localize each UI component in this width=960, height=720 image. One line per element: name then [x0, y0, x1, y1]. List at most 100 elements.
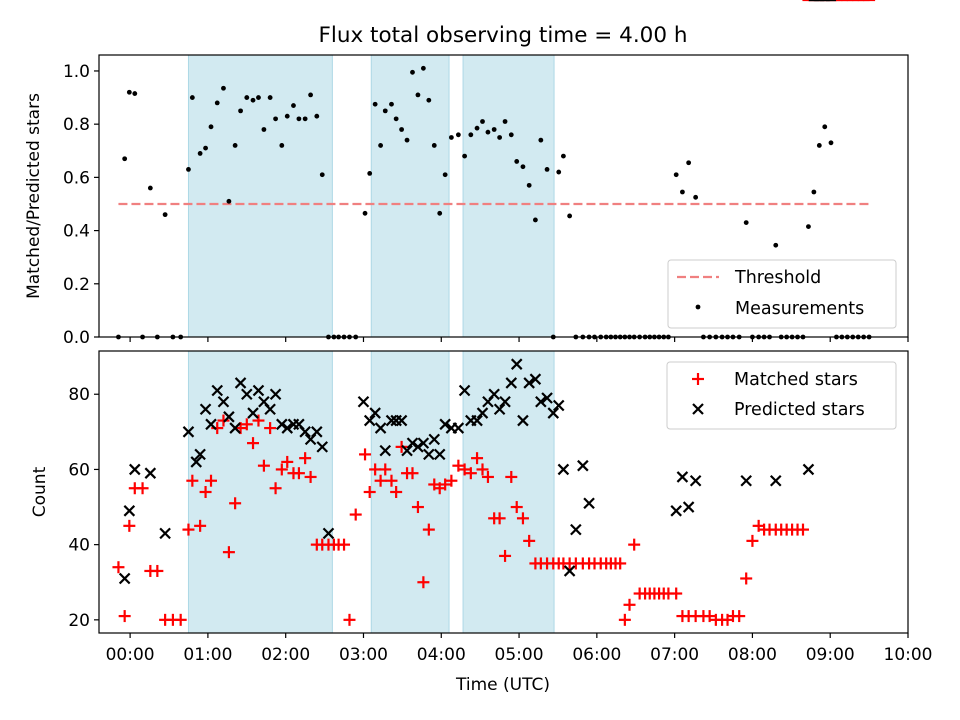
predicted-star-point — [541, 392, 553, 404]
y-tick-label: 0.6 — [63, 168, 90, 188]
matched-star-point — [343, 613, 356, 626]
matched-star-point — [118, 610, 131, 623]
measurement-point — [393, 116, 399, 122]
x-axis-label: Time (UTC) — [455, 675, 550, 695]
measurement-point — [296, 116, 302, 122]
predicted-star-point — [570, 523, 582, 536]
bottom-y-axis-label: Count — [30, 466, 50, 517]
measurement-point — [197, 151, 203, 156]
top-legend-box — [667, 259, 897, 329]
measurement-point — [404, 137, 410, 143]
y-tick-label: 60 — [68, 460, 90, 480]
predicted-star-point — [182, 426, 195, 438]
measurement-point — [431, 143, 437, 148]
measurement-point — [556, 169, 562, 175]
predicted-star-point — [144, 467, 157, 479]
predicted-star-point — [412, 441, 424, 453]
x-tick-label: 04:00 — [417, 645, 466, 665]
matched-star-point — [174, 613, 187, 626]
measurement-point — [532, 217, 538, 223]
measurement-point — [291, 103, 296, 108]
measurement-point — [693, 194, 699, 200]
matched-star-point — [614, 557, 627, 570]
predicted-stars-points — [118, 0, 836, 585]
predicted-star-point — [401, 444, 413, 457]
matched-star-point — [281, 455, 294, 468]
measurement-point — [410, 69, 415, 75]
measurement-point — [221, 85, 226, 91]
shaded-interval-3 — [462, 54, 555, 338]
predicted-star-point — [223, 411, 235, 423]
matched-star-point — [194, 519, 207, 532]
measurement-point — [811, 189, 817, 195]
y-tick-label: 20 — [68, 611, 90, 631]
measurement-point — [462, 153, 468, 159]
measurement-point — [822, 124, 828, 130]
matched-star-point — [240, 418, 253, 431]
measurement-point — [302, 116, 308, 122]
measurement-point — [437, 210, 443, 216]
predicted-star-point — [252, 384, 265, 397]
measurement-point — [382, 108, 388, 114]
legend-threshold-label: Threshold — [734, 268, 821, 288]
measurement-point — [162, 212, 168, 218]
matched-star-point — [746, 534, 759, 547]
y-tick-label: 0.8 — [63, 115, 90, 135]
predicted-star-point — [689, 474, 702, 487]
y-tick-label: 0.2 — [63, 275, 90, 295]
matched-star-point — [740, 572, 753, 585]
matched-star-point — [510, 501, 523, 514]
measurement-point — [126, 89, 132, 95]
matched-stars-points — [112, 0, 876, 626]
measurement-point — [186, 166, 191, 172]
predicted-star-point — [199, 403, 212, 416]
matched-star-point — [264, 422, 277, 435]
measurement-point — [308, 92, 313, 98]
y-tick-label: 0.4 — [63, 222, 90, 242]
measurement-point — [806, 224, 811, 229]
measurement-point — [544, 166, 550, 172]
predicted-star-point — [123, 505, 136, 517]
measurement-point — [367, 170, 373, 176]
matched-star-point — [471, 452, 484, 465]
y-tick-label: 1.0 — [63, 62, 90, 82]
predicted-star-point — [322, 527, 335, 540]
measurement-point — [314, 113, 320, 119]
legend-measurements-label: Measurements — [735, 299, 864, 319]
measurement-point — [214, 100, 220, 106]
predicted-star-point — [406, 437, 419, 449]
matched-star-point — [670, 587, 683, 600]
matched-star-point — [186, 474, 199, 487]
measurement-point — [256, 95, 261, 100]
measurement-point — [273, 116, 278, 122]
measurement-point — [743, 220, 749, 226]
x-tick-label: 09:00 — [806, 645, 855, 665]
predicted-star-point — [374, 422, 387, 434]
matched-star-point — [452, 459, 465, 472]
matched-star-point — [247, 437, 260, 450]
matched-star-point — [439, 478, 452, 491]
measurement-point — [485, 129, 491, 135]
predicted-star-point — [552, 399, 565, 412]
measurement-point — [538, 137, 544, 143]
matched-star-point — [299, 452, 312, 465]
measurement-point — [526, 182, 532, 188]
measurement-point — [420, 65, 426, 71]
matched-star-point — [476, 463, 489, 476]
measurement-point — [389, 101, 394, 107]
legend-matched-label: Matched stars — [734, 370, 858, 390]
top-x-ticks — [129, 337, 909, 342]
predicted-star-point — [676, 471, 689, 483]
measurement-point — [203, 145, 208, 151]
matched-star-point — [257, 459, 270, 472]
predicted-star-point — [234, 377, 247, 389]
measurement-point — [362, 210, 368, 216]
predicted-star-point — [369, 407, 381, 419]
predicted-star-point — [452, 422, 465, 434]
predicted-star-point — [428, 433, 441, 446]
x-tick-label: 05:00 — [495, 645, 544, 665]
predicted-star-point — [299, 426, 311, 438]
predicted-star-point — [241, 388, 253, 401]
